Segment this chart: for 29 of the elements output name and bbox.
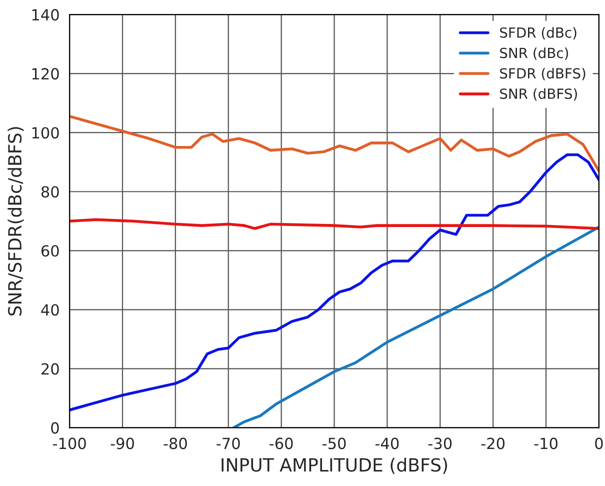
legend-label: SFDR (dBc) xyxy=(500,27,576,40)
x-tick-label: -10 xyxy=(534,438,558,450)
line-series xyxy=(70,153,599,412)
x-axis-title: INPUT AMPLITUDE (dBFS) xyxy=(222,458,448,474)
legend-label: SNR (dBc) xyxy=(500,47,568,60)
x-tick-label: -60 xyxy=(270,438,293,450)
legend-label: SNR (dBFS) xyxy=(500,88,577,101)
y-tick-label: 140 xyxy=(32,9,59,21)
x-tick-label: -40 xyxy=(375,438,399,450)
x-tick-label: 0 xyxy=(595,438,603,450)
line-series xyxy=(232,226,599,428)
x-tick-label: -30 xyxy=(428,438,452,450)
y-tick-label: 20 xyxy=(42,363,59,375)
x-tick-label: -90 xyxy=(110,438,134,450)
y-tick-label: 60 xyxy=(41,245,59,257)
x-tick-label: -70 xyxy=(216,438,240,450)
y-tick-label: 40 xyxy=(41,304,59,316)
x-tick-label: -20 xyxy=(481,438,505,450)
x-tick-label: -100 xyxy=(52,438,86,450)
x-tick-label: -80 xyxy=(164,438,187,450)
line-series xyxy=(70,114,599,172)
y-axis-title: SNR/SFDR(dBc/dBFS) xyxy=(8,127,24,316)
line-series xyxy=(70,218,599,230)
y-tick-label: 120 xyxy=(32,68,59,80)
y-tick-label: 100 xyxy=(32,127,59,139)
y-tick-label: 0 xyxy=(51,422,59,434)
x-tick-label: -50 xyxy=(322,438,346,450)
y-tick-label: 80 xyxy=(41,186,59,198)
legend-label: SFDR (dBFS) xyxy=(500,68,586,80)
